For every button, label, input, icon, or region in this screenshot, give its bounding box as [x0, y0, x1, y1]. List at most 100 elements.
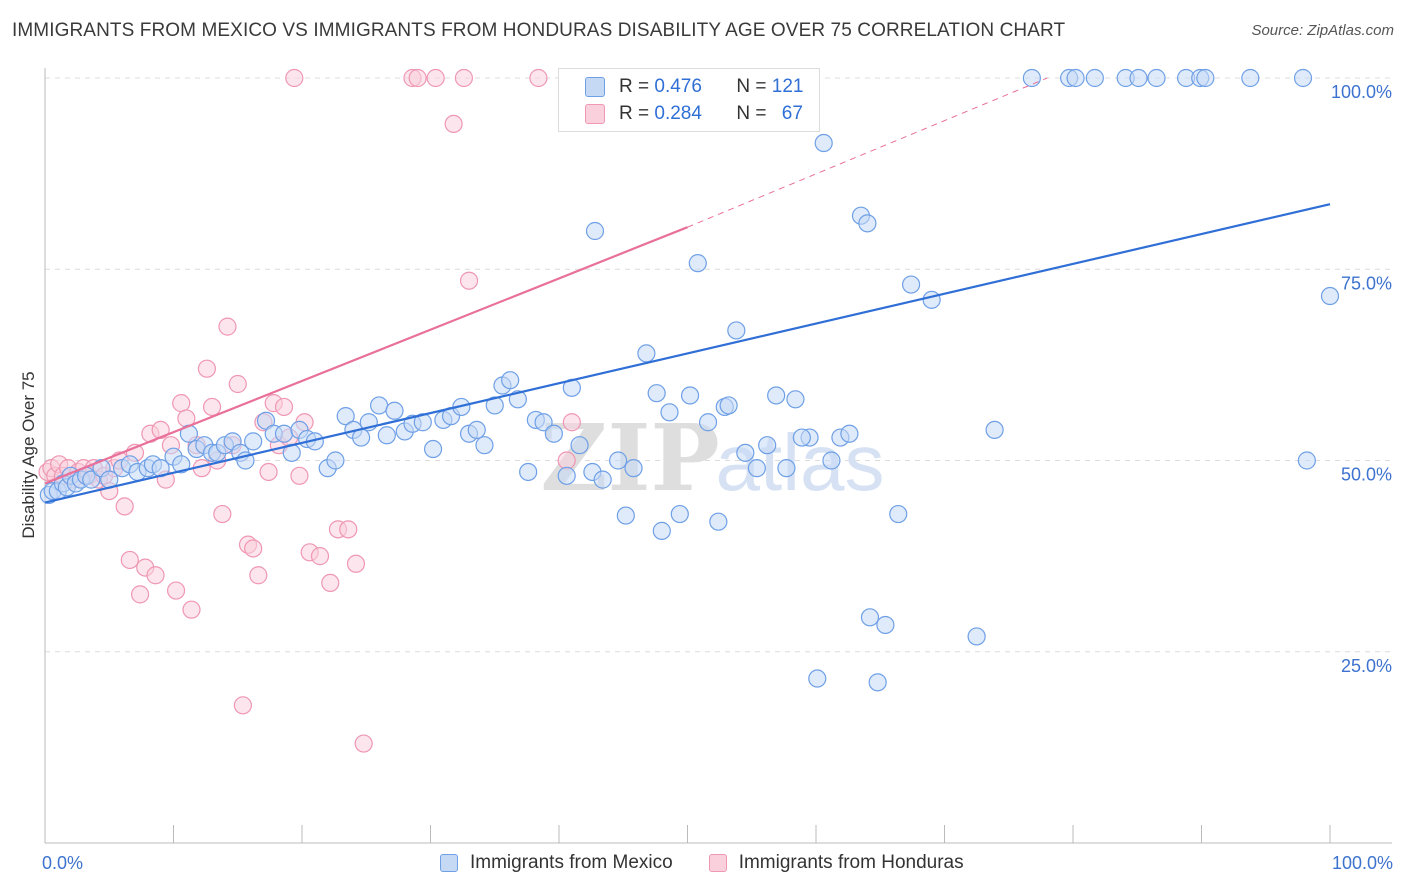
stats-box: R = 0.476 N = 121 R = 0.284 N = 67	[558, 68, 820, 132]
mexico-point	[244, 432, 263, 451]
honduras-point	[274, 397, 294, 417]
honduras-point	[459, 271, 479, 290]
honduras-point	[259, 462, 278, 482]
legend: Immigrants from Mexico Immigrants from H…	[440, 852, 1000, 874]
n-label: N =	[736, 76, 767, 97]
mexico-point	[467, 420, 486, 439]
mexico-point	[475, 436, 494, 455]
honduras-point	[115, 497, 134, 516]
mexico-point	[377, 426, 396, 445]
honduras-point	[213, 504, 232, 524]
mexico-point	[698, 413, 718, 432]
mexico-point	[1129, 68, 1148, 88]
mexico-point	[326, 451, 345, 470]
mexico-r-value: 0.476	[654, 76, 702, 97]
mexico-point	[637, 344, 656, 363]
honduras-point	[202, 397, 222, 417]
mexico-point	[544, 424, 563, 443]
honduras-point	[339, 520, 358, 539]
mexico-point	[557, 466, 576, 485]
mexico-point	[652, 521, 671, 540]
honduras-point	[285, 68, 304, 88]
mexico-point	[370, 396, 389, 415]
honduras-r-value: 0.284	[654, 103, 702, 124]
mexico-point	[922, 290, 941, 309]
mexico-point	[336, 407, 355, 426]
mexico-point	[840, 424, 859, 443]
mexico-point	[585, 221, 605, 241]
y-axis-label: Disability Age Over 75	[19, 371, 38, 538]
mexico-point	[1147, 68, 1166, 88]
honduras-point	[529, 68, 548, 88]
mexico-point	[274, 424, 294, 443]
y-tick-label: 75.0%	[1341, 273, 1392, 293]
mexico-point	[385, 401, 404, 420]
honduras-point	[120, 550, 139, 570]
mexico-point	[1297, 451, 1316, 470]
stats-row-mexico: R = 0.476 N = 121	[585, 76, 803, 98]
honduras-point	[172, 394, 191, 413]
honduras-point	[310, 547, 330, 566]
mexico-point	[570, 436, 589, 455]
mexico-point	[670, 504, 689, 524]
x-tick-label: 100.0%	[1332, 853, 1393, 873]
trend-lines	[44, 77, 1331, 504]
honduras-point	[233, 696, 252, 715]
honduras-points	[38, 68, 594, 753]
x-tick-labels: 0.0% 100.0%	[42, 853, 1393, 873]
mexico-point	[985, 420, 1004, 439]
mexico-point	[485, 396, 504, 415]
mexico-point	[624, 459, 643, 478]
mexico-point	[1085, 68, 1104, 88]
mexico-n-value: 121	[771, 76, 804, 97]
r-label: R =	[619, 103, 650, 124]
mexico-point	[792, 428, 811, 447]
honduras-point	[444, 114, 463, 134]
stats-row-honduras: R = 0.284 N = 67	[585, 103, 803, 125]
mexico-point	[876, 615, 895, 635]
mexico-point	[593, 470, 612, 489]
honduras-point	[557, 451, 576, 470]
mexico-point	[808, 669, 827, 688]
mexico-point	[709, 512, 728, 531]
mexico-point	[767, 386, 786, 405]
honduras-trend-extension	[687, 77, 1048, 228]
honduras-point	[562, 413, 581, 432]
mexico-point	[860, 608, 880, 627]
mexico-point	[423, 439, 443, 459]
r-label: R =	[619, 76, 650, 97]
mexico-trend-line	[44, 203, 1331, 504]
mexico-point	[519, 462, 538, 482]
mexico-point	[1293, 68, 1313, 88]
mexico-point	[889, 504, 908, 524]
mexico-point	[82, 470, 101, 489]
legend-item-mexico[interactable]: Immigrants from Mexico	[440, 852, 673, 874]
mexico-point	[858, 214, 877, 233]
mexico-point	[777, 459, 796, 478]
mexico-point	[680, 386, 700, 405]
legend-item-honduras[interactable]: Immigrants from Honduras	[708, 852, 964, 874]
honduras-point	[228, 374, 247, 394]
mexico-point	[1196, 68, 1215, 88]
mexico-points	[39, 68, 1340, 692]
honduras-point	[197, 359, 217, 378]
n-label: N =	[736, 103, 767, 124]
mexico-point	[508, 390, 527, 409]
mexico-point	[609, 451, 628, 470]
mexico-point	[822, 451, 841, 470]
mexico-point	[786, 390, 805, 409]
legend-label-honduras: Immigrants from Honduras	[738, 852, 964, 873]
y-tick-label: 100.0%	[1331, 82, 1392, 102]
y-tick-labels: 25.0% 50.0% 75.0% 100.0%	[1331, 82, 1392, 676]
honduras-swatch	[585, 104, 605, 124]
honduras-point	[290, 466, 309, 485]
mexico-point	[1320, 286, 1340, 306]
mexico-point	[719, 396, 738, 415]
mexico-swatch	[585, 77, 605, 97]
honduras-trend-line	[44, 226, 688, 485]
mexico-point	[747, 459, 766, 478]
axes	[44, 68, 1392, 844]
honduras-point	[454, 68, 474, 88]
mexico-point	[647, 384, 666, 403]
x-tick-label: 0.0%	[42, 853, 83, 873]
